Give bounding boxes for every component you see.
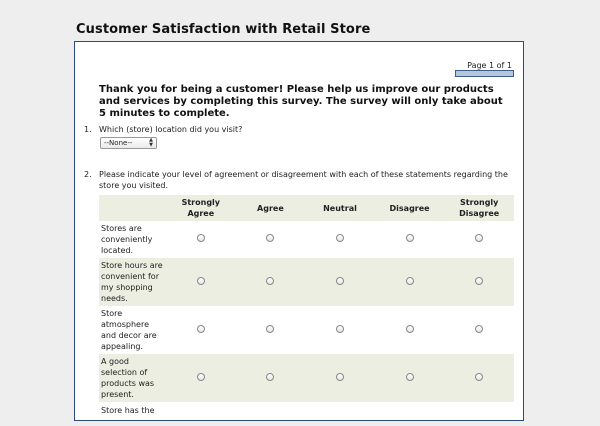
radio-strongly-agree[interactable]	[196, 276, 205, 285]
question-1-number: 1.	[84, 125, 92, 134]
survey-title: Customer Satisfaction with Retail Store	[76, 22, 371, 37]
radio-strongly-disagree[interactable]	[475, 234, 484, 242]
radio-strongly-disagree[interactable]	[475, 324, 484, 333]
radio-disagree[interactable]	[405, 372, 414, 381]
column-header: Neutral	[305, 195, 375, 221]
question-2-number: 2.	[84, 170, 92, 179]
matrix-row: Stores are conveniently located.	[99, 221, 514, 258]
matrix-row: Store atmosphere and decor are appealing…	[99, 306, 514, 354]
matrix-row: Store has the	[99, 402, 514, 426]
radio-neutral[interactable]	[335, 234, 344, 242]
matrix-corner	[99, 195, 166, 221]
store-location-select-value: --None--	[104, 139, 133, 147]
radio-neutral[interactable]	[335, 324, 344, 333]
page-indicator: Page 1 of 1	[467, 61, 512, 70]
radio-strongly-agree[interactable]	[196, 324, 205, 333]
matrix-row: A good selection of products was present…	[99, 354, 514, 402]
radio-strongly-agree[interactable]	[196, 234, 205, 242]
radio-disagree[interactable]	[405, 276, 414, 285]
matrix-header-row: Strongly Agree Agree Neutral Disagree St…	[99, 195, 514, 221]
select-arrows-icon: ▲ ▼	[149, 137, 153, 148]
column-header: Agree	[235, 195, 306, 221]
statement-label: Store atmosphere and decor are appealing…	[101, 309, 157, 351]
question-2-text: Please indicate your level of agreement …	[99, 170, 508, 190]
radio-agree[interactable]	[266, 372, 275, 381]
statement-label: Store hours are convenient for my shoppi…	[99, 258, 166, 306]
matrix-row: Store hours are convenient for my shoppi…	[99, 258, 514, 306]
radio-neutral[interactable]	[335, 276, 344, 285]
survey-panel: Page 1 of 1 Thank you for being a custom…	[74, 41, 524, 421]
statement-label: Stores are conveniently located.	[101, 224, 153, 255]
radio-neutral[interactable]	[335, 372, 344, 381]
column-header: Strongly Agree	[166, 195, 236, 221]
statement-label: Store has the	[101, 406, 155, 415]
store-location-select[interactable]: --None-- ▲ ▼	[100, 137, 157, 149]
radio-agree[interactable]	[266, 234, 275, 242]
radio-strongly-disagree[interactable]	[475, 276, 484, 285]
radio-agree[interactable]	[266, 276, 275, 285]
question-1-text: Which (store) location did you visit?	[99, 125, 243, 134]
radio-strongly-agree[interactable]	[196, 372, 205, 381]
survey-intro: Thank you for being a customer! Please h…	[99, 84, 503, 119]
page-progress-bar	[455, 70, 514, 77]
agreement-matrix: Strongly Agree Agree Neutral Disagree St…	[99, 195, 514, 426]
statement-label: A good selection of products was present…	[99, 354, 166, 402]
radio-agree[interactable]	[266, 324, 275, 333]
radio-strongly-disagree[interactable]	[475, 372, 484, 381]
column-header: Strongly Disagree	[444, 195, 514, 221]
radio-disagree[interactable]	[405, 234, 414, 242]
column-header: Disagree	[374, 195, 445, 221]
radio-disagree[interactable]	[405, 324, 414, 333]
